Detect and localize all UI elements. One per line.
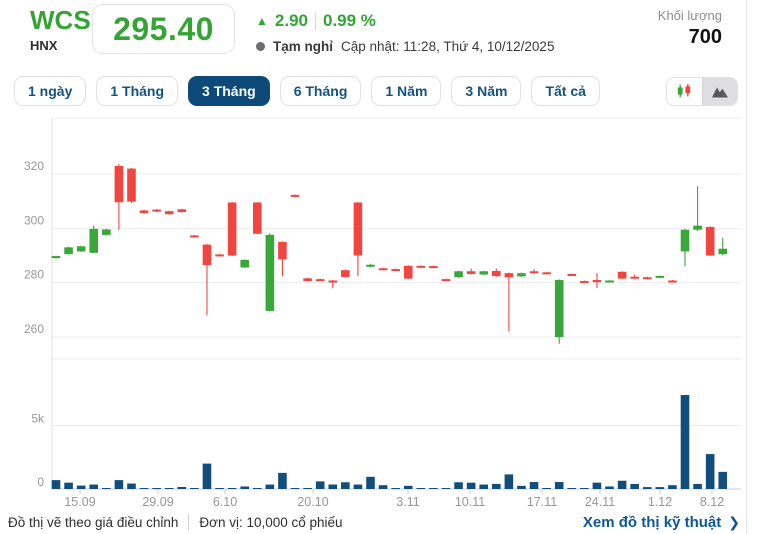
candlestick-icon [677, 83, 691, 97]
footer-note-unit: Đơn vị: 10,000 cổ phiếu [199, 514, 343, 530]
date-axis-label: 20.10 [297, 495, 328, 509]
ticker-block: WCS HNX [30, 5, 91, 54]
date-axis-label: 3.11 [396, 495, 419, 509]
price-change-percent: 0.99 % [322, 11, 376, 30]
candlestick-series [51, 164, 728, 344]
price-axis-label: 260 [24, 322, 44, 336]
date-axis-label: 1.12 [648, 495, 672, 509]
area-chart-button[interactable] [702, 77, 737, 105]
date-axis-label: 29.09 [142, 495, 173, 509]
market-status-dot-icon [256, 42, 265, 51]
date-axis-label: 15.09 [64, 495, 95, 509]
volume-block: Khối lượng 700 [658, 8, 722, 49]
range-button-1-tháng[interactable]: 1 Tháng [96, 76, 179, 106]
price-axis-label: 320 [24, 159, 44, 173]
volume-series [51, 395, 728, 489]
date-axis-label: 24.11 [585, 495, 615, 509]
mountain-icon [712, 87, 728, 97]
volume-axis-label: 0 [37, 475, 44, 489]
ticker-symbol: WCS [30, 5, 91, 35]
footer-divider [188, 514, 190, 530]
current-price: 295.40 [113, 10, 214, 47]
technical-chart-link-label: Xem đồ thị kỹ thuật [582, 513, 722, 531]
range-button-3-năm[interactable]: 3 Năm [451, 76, 522, 106]
price-axis-label: 280 [24, 268, 44, 282]
range-button-tất-cả[interactable]: Tất cả [531, 76, 600, 106]
technical-chart-link[interactable]: Xem đồ thị kỹ thuật ❯ [583, 514, 740, 531]
market-status-label: Tạm nghỉ [273, 39, 333, 54]
chart-footer: Đồ thị vẽ theo giá điều chỉnh Đơn vị: 10… [8, 510, 740, 534]
volume-axis-label: 5k [31, 412, 45, 426]
chart-gridlines [51, 117, 741, 494]
footer-note-adjusted-price: Đồ thị vẽ theo giá điều chỉnh [8, 514, 179, 530]
volume-label: Khối lượng [657, 8, 722, 23]
price-change-row: ▲ 2.90 0.99 % [256, 11, 376, 31]
card-right-border [746, 0, 747, 534]
date-axis-label: 17.11 [527, 495, 557, 509]
range-toolbar: 1 ngày 1 Tháng 3 Tháng 6 Tháng 1 Năm 3 Năm Tất… [14, 76, 738, 106]
range-button-1-năm[interactable]: 1 Năm [371, 76, 442, 106]
range-button-1-ngày[interactable]: 1 ngày [14, 76, 87, 106]
chevron-right-icon: ❯ [728, 513, 740, 530]
date-axis-label: 10.11 [455, 495, 485, 509]
chart-type-toggle [666, 76, 738, 106]
range-buttons: 1 ngày 1 Tháng 3 Tháng 6 Tháng 1 Năm 3 Năm Tất… [14, 76, 600, 106]
up-arrow-icon: ▲ [256, 14, 268, 28]
price-axis-label: 300 [24, 213, 44, 227]
market-status-row: Tạm nghỉ Cập nhật: 11:28, Thứ 4, 10/12/2… [256, 39, 554, 54]
volume-value: 700 [688, 26, 722, 48]
date-axis-label: 6.10 [213, 495, 237, 509]
chart-axis-labels: 320 300 280 260 5k 0 15.09 29.09 6.10 20.10 3.11 10… [24, 159, 724, 509]
last-updated-label: Cập nhật: 11:28, Thứ 4, 10/12/2025 [341, 39, 555, 54]
change-divider [314, 12, 316, 30]
candlestick-chart-button[interactable] [667, 77, 702, 105]
price-change-value: 2.90 [274, 11, 308, 30]
range-button-3-tháng[interactable]: 3 Tháng [188, 76, 270, 106]
date-axis-label: 8.12 [700, 495, 724, 509]
range-button-6-tháng[interactable]: 6 Tháng [279, 76, 362, 106]
price-box: 295.40 [92, 4, 235, 54]
exchange-label: HNX [30, 38, 58, 54]
